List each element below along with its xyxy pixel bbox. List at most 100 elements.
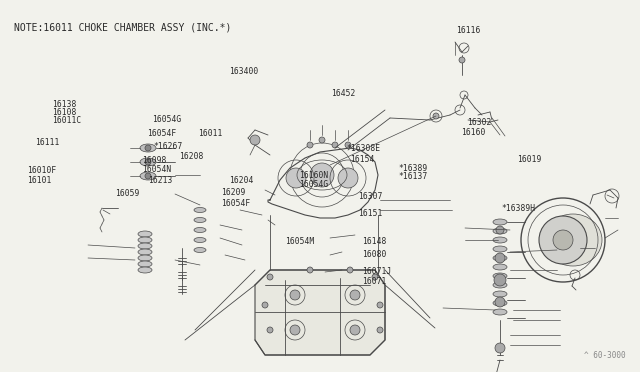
Ellipse shape: [138, 249, 152, 255]
Circle shape: [267, 327, 273, 333]
Ellipse shape: [493, 264, 507, 270]
Circle shape: [307, 142, 313, 148]
Text: 16452: 16452: [332, 89, 356, 98]
Ellipse shape: [194, 208, 206, 212]
Ellipse shape: [138, 237, 152, 243]
Circle shape: [145, 145, 151, 151]
Ellipse shape: [138, 243, 152, 249]
Ellipse shape: [493, 237, 507, 243]
Ellipse shape: [138, 261, 152, 267]
Ellipse shape: [493, 255, 507, 261]
Text: 16138: 16138: [52, 100, 77, 109]
Text: 16054M: 16054M: [285, 237, 315, 246]
Text: *16389H: *16389H: [502, 204, 536, 213]
Circle shape: [459, 57, 465, 63]
Ellipse shape: [493, 273, 507, 279]
Polygon shape: [255, 270, 385, 355]
Text: 16209: 16209: [221, 188, 246, 197]
Ellipse shape: [194, 247, 206, 253]
Text: 16160N: 16160N: [300, 171, 329, 180]
Ellipse shape: [140, 158, 156, 166]
Ellipse shape: [493, 219, 507, 225]
Circle shape: [377, 327, 383, 333]
Text: 16101: 16101: [27, 176, 51, 185]
Circle shape: [145, 159, 151, 165]
Circle shape: [267, 274, 273, 280]
Text: 16054N: 16054N: [142, 165, 172, 174]
Circle shape: [286, 168, 306, 188]
Ellipse shape: [493, 309, 507, 315]
Circle shape: [377, 302, 383, 308]
Circle shape: [345, 142, 351, 148]
Text: 163400: 163400: [229, 67, 259, 76]
Text: *16389: *16389: [398, 164, 428, 173]
Circle shape: [495, 297, 505, 307]
Text: 16019: 16019: [517, 155, 541, 164]
Text: 16010F: 16010F: [27, 166, 56, 174]
Ellipse shape: [493, 300, 507, 306]
Text: 16302: 16302: [467, 118, 492, 126]
Circle shape: [553, 230, 573, 250]
Ellipse shape: [194, 237, 206, 243]
Ellipse shape: [194, 228, 206, 232]
Circle shape: [290, 325, 300, 335]
Ellipse shape: [138, 267, 152, 273]
Text: 16080: 16080: [362, 250, 386, 259]
Text: 16071: 16071: [362, 278, 386, 286]
Text: NOTE:16011 CHOKE CHAMBER ASSY (INC.*): NOTE:16011 CHOKE CHAMBER ASSY (INC.*): [14, 22, 232, 32]
Circle shape: [290, 290, 300, 300]
Text: ^ 60-3000: ^ 60-3000: [584, 351, 626, 360]
Text: 16054F: 16054F: [147, 129, 177, 138]
Text: 16011: 16011: [198, 129, 223, 138]
Text: 16208: 16208: [179, 152, 204, 161]
Text: 16160: 16160: [461, 128, 485, 137]
Text: 16307: 16307: [358, 192, 383, 201]
Circle shape: [250, 135, 260, 145]
Text: *16137: *16137: [398, 172, 428, 181]
Ellipse shape: [138, 231, 152, 237]
Text: 16154: 16154: [350, 155, 374, 164]
Ellipse shape: [493, 246, 507, 252]
Ellipse shape: [493, 282, 507, 288]
Circle shape: [494, 274, 506, 286]
Text: 16059: 16059: [115, 189, 140, 198]
Text: 16213: 16213: [148, 176, 173, 185]
Text: 16011C: 16011C: [52, 116, 82, 125]
Ellipse shape: [493, 228, 507, 234]
Circle shape: [539, 216, 587, 264]
Circle shape: [262, 302, 268, 308]
Text: *16267: *16267: [154, 142, 183, 151]
Ellipse shape: [140, 144, 156, 152]
Text: 16098: 16098: [142, 156, 166, 165]
Text: 16054G: 16054G: [300, 180, 329, 189]
Text: 16054F: 16054F: [221, 199, 251, 208]
Ellipse shape: [493, 291, 507, 297]
Circle shape: [347, 267, 353, 273]
Text: *16308E: *16308E: [347, 144, 381, 153]
Ellipse shape: [138, 255, 152, 261]
Circle shape: [310, 163, 334, 187]
Circle shape: [372, 274, 378, 280]
Text: 16148: 16148: [362, 237, 386, 246]
Circle shape: [319, 137, 325, 143]
Ellipse shape: [544, 214, 602, 266]
Circle shape: [332, 142, 338, 148]
Circle shape: [307, 267, 313, 273]
Text: 16071J: 16071J: [362, 267, 391, 276]
Text: 16111: 16111: [35, 138, 60, 147]
Circle shape: [495, 343, 505, 353]
Text: 16204: 16204: [229, 176, 253, 185]
Circle shape: [433, 113, 439, 119]
Text: 16151: 16151: [358, 209, 383, 218]
Circle shape: [496, 226, 504, 234]
Ellipse shape: [140, 172, 156, 180]
Circle shape: [495, 253, 505, 263]
Circle shape: [350, 290, 360, 300]
Text: 16108: 16108: [52, 108, 77, 117]
Circle shape: [338, 168, 358, 188]
Ellipse shape: [194, 218, 206, 222]
Circle shape: [350, 325, 360, 335]
Text: 16116: 16116: [456, 26, 480, 35]
Text: 16054G: 16054G: [152, 115, 182, 124]
Circle shape: [145, 173, 151, 179]
